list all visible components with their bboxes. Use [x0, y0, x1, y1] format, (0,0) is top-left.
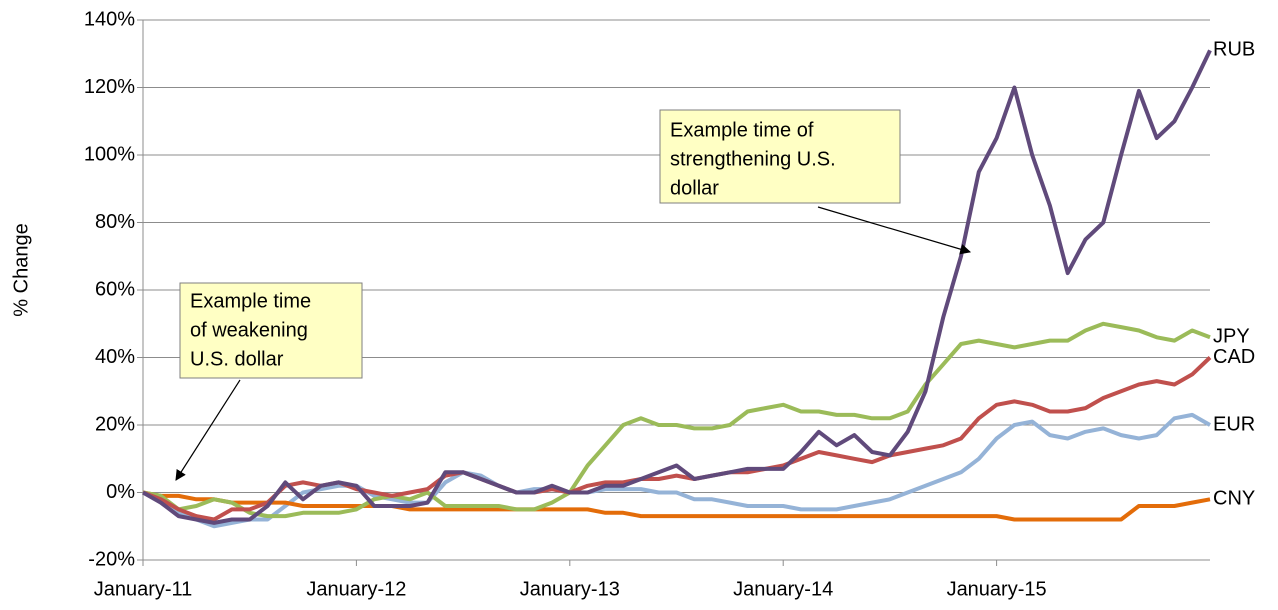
series-line — [142, 321, 1211, 519]
annotation-text: strengthening U.S. — [670, 148, 836, 170]
y-tick-label: 20% — [95, 413, 135, 435]
series-line — [142, 412, 1211, 529]
annotation-text: Example time of — [670, 119, 814, 141]
series-label: CNY — [1213, 488, 1255, 510]
y-tick-label: 120% — [84, 76, 135, 98]
series-label: RUB — [1213, 39, 1255, 61]
annotation: Example time of strengthening U.S. dolla… — [659, 109, 972, 255]
y-axis-title: % Change — [10, 223, 32, 316]
annotation-text: Example time — [190, 290, 311, 312]
x-tick-label: January-13 — [520, 578, 620, 600]
annotation: Example time of weakening U.S. dollar — [175, 282, 363, 481]
x-tick-label: January-15 — [947, 578, 1047, 600]
annotation-arrow — [817, 206, 972, 255]
y-tick-label: -20% — [88, 548, 135, 570]
annotation-box — [179, 282, 363, 379]
series-label: CAD — [1213, 346, 1255, 368]
annotation-text: of weakening — [190, 319, 308, 341]
y-tick-label: 0% — [106, 481, 135, 503]
x-tick-label: January-12 — [306, 578, 406, 600]
annotation-text: U.S. dollar — [190, 348, 284, 370]
series-label: EUR — [1213, 413, 1255, 435]
x-tick-label: January-11 — [94, 578, 193, 600]
y-tick-label: 60% — [95, 278, 135, 300]
series-line — [142, 49, 1212, 525]
series-line — [142, 490, 1211, 522]
y-tick-label: 80% — [95, 211, 135, 233]
y-tick-label: 40% — [95, 346, 135, 368]
series-line — [142, 356, 1212, 522]
y-tick-label: 100% — [84, 143, 135, 165]
series-label: JPY — [1213, 326, 1250, 348]
x-tick-label: January-14 — [733, 578, 833, 600]
y-tick-label: 140% — [84, 8, 135, 30]
annotation-text: dollar — [670, 177, 719, 199]
annotation-arrow — [175, 379, 241, 481]
annotation-box — [659, 109, 901, 204]
